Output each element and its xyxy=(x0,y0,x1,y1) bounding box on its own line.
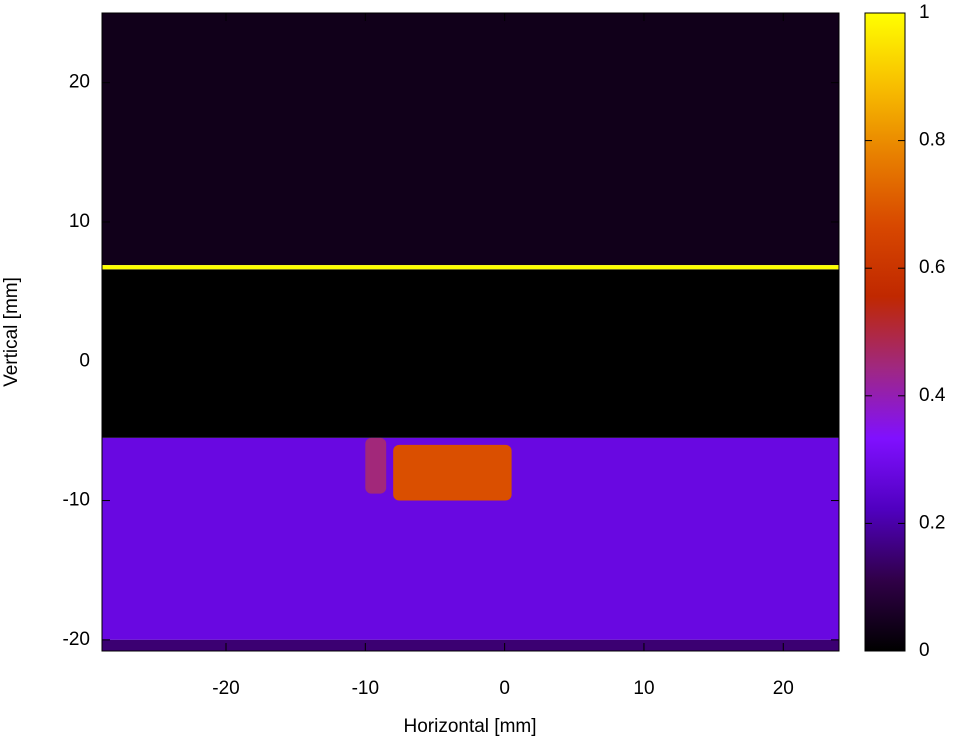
y-tick-label: 10 xyxy=(69,211,90,232)
x-tick-label: 0 xyxy=(499,678,510,699)
heat-cell xyxy=(102,13,839,266)
colorbar-tick-label: 0 xyxy=(919,640,930,661)
x-axis-label: Horizontal [mm] xyxy=(403,716,536,737)
colorbar-tick-label: 0.2 xyxy=(919,512,945,533)
x-tick-label: -20 xyxy=(212,678,239,699)
heat-cell xyxy=(365,437,387,494)
y-tick-label: -20 xyxy=(63,629,90,650)
heat-cell xyxy=(102,265,839,270)
heat-cell xyxy=(102,269,839,438)
x-tick-label: -10 xyxy=(352,678,379,699)
colorbar-tick-label: 1 xyxy=(919,2,930,23)
y-tick-label: 0 xyxy=(79,350,90,371)
x-tick-label: 10 xyxy=(633,678,654,699)
x-tick-label: 20 xyxy=(773,678,794,699)
colorbar xyxy=(864,12,906,652)
colorbar-tick-label: 0.8 xyxy=(919,130,945,151)
heat-cell xyxy=(393,444,512,501)
plot-frame xyxy=(101,12,840,652)
y-axis-label: Vertical [mm] xyxy=(1,277,22,387)
y-tick-label: -10 xyxy=(63,490,90,511)
y-tick-label: 20 xyxy=(69,72,90,93)
colorbar-tick-label: 0.6 xyxy=(919,257,945,278)
colorbar-tick-label: 0.4 xyxy=(919,385,946,406)
heat-cell xyxy=(102,639,839,651)
